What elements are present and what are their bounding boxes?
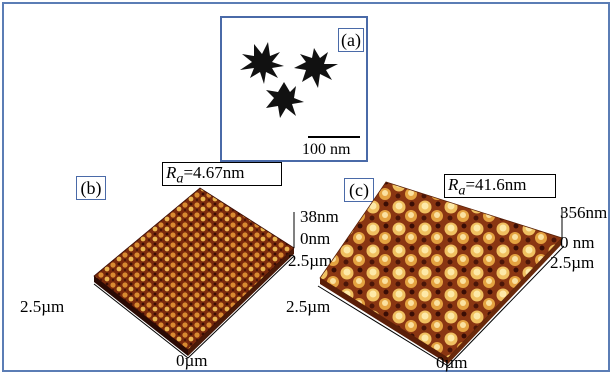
nanostar-2 bbox=[294, 48, 338, 88]
panel-a-letter: (a) bbox=[338, 28, 364, 52]
ra-value-c: =41.6nm bbox=[465, 175, 527, 194]
figure-frame: 100 nm (a) (b) Ra=4.67nm 38nm 0nm 2.5µm … bbox=[2, 2, 610, 372]
afm-b-right-axis bbox=[187, 255, 295, 359]
panel-b-origin: 0µm bbox=[176, 351, 208, 370]
panel-a-tem-image: 100 nm (a) bbox=[220, 16, 368, 162]
nanostar-1 bbox=[240, 42, 284, 84]
ra-subscript-c: a bbox=[458, 182, 466, 199]
afm-b-front-face bbox=[94, 276, 188, 356]
panel-b-z-min: 0nm bbox=[300, 229, 331, 248]
panel-b-letter: (b) bbox=[76, 176, 106, 200]
panel-b-z-max: 38nm bbox=[300, 207, 339, 226]
panel-c-axis-left: 2.5µm bbox=[286, 297, 331, 316]
nanostar-particles bbox=[240, 42, 360, 138]
panel-c-roughness-label: Ra=41.6nm bbox=[444, 174, 556, 198]
panel-b-axis-left: 2.5µm bbox=[20, 297, 65, 316]
panel-c-z-max: 356nm bbox=[560, 203, 608, 222]
nanostar-3 bbox=[266, 82, 304, 118]
ra-symbol-b: R bbox=[166, 163, 177, 182]
panel-c-letter: (c) bbox=[344, 178, 374, 202]
ra-value-b: =4.67nm bbox=[183, 163, 245, 182]
afm-b-right-face bbox=[188, 248, 294, 356]
panel-b-axis-right: 2.5µm bbox=[288, 251, 333, 270]
panel-b-roughness-label: Ra=4.67nm bbox=[162, 162, 282, 186]
ra-symbol-c: R bbox=[448, 175, 459, 194]
panel-c-z-min: 0 nm bbox=[560, 233, 595, 252]
afm-c-right-axis bbox=[447, 245, 565, 367]
afm-c-top-surface bbox=[319, 181, 563, 359]
ra-subscript-b: a bbox=[176, 170, 184, 187]
panel-c-origin: 0µm bbox=[436, 353, 468, 372]
scale-bar-label: 100 nm bbox=[302, 141, 351, 158]
afm-c-right-face bbox=[448, 238, 562, 364]
afm-c-front-face bbox=[320, 278, 448, 364]
panel-c-axis-right: 2.5µm bbox=[550, 253, 595, 272]
afm-b-left-axis bbox=[93, 283, 189, 359]
afm-c-left-axis bbox=[317, 285, 449, 367]
